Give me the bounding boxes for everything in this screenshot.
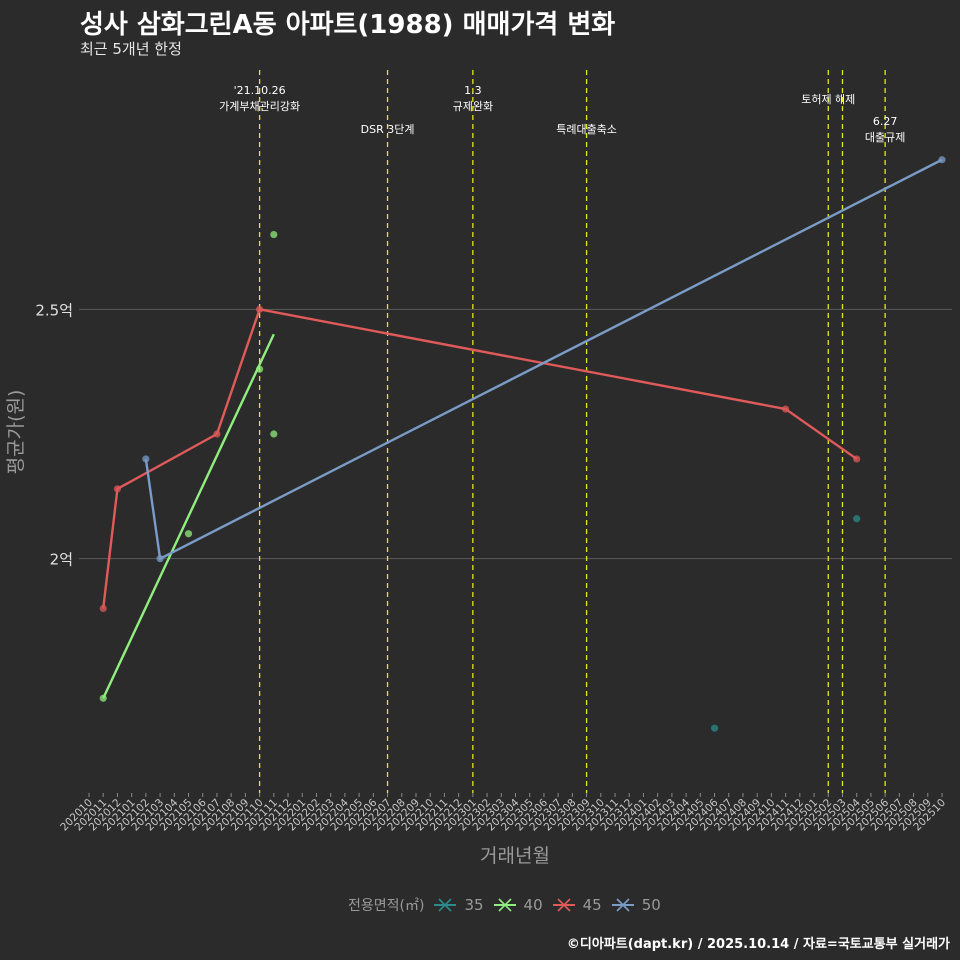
series-45-point bbox=[99, 604, 107, 613]
legend-item-35: 35 bbox=[434, 896, 484, 914]
legend-key-icon bbox=[611, 898, 634, 912]
series-40-point bbox=[99, 694, 107, 702]
chart-subtitle: 최근 5개년 한정 bbox=[80, 40, 182, 58]
event-label: '21.10.26 bbox=[234, 84, 286, 97]
event-label: 1.3 bbox=[464, 84, 482, 97]
event-label: 대출규제 bbox=[865, 131, 905, 144]
series-layer bbox=[99, 156, 946, 732]
legend-label: 45 bbox=[582, 896, 602, 914]
legend-label: 40 bbox=[523, 896, 543, 914]
legend-item-45: 45 bbox=[552, 896, 602, 914]
legend-label: 50 bbox=[641, 896, 661, 914]
legend-label: 35 bbox=[464, 896, 484, 914]
series-40-point bbox=[184, 530, 193, 538]
y-tick-label: 2억 bbox=[50, 551, 73, 569]
legend-key-icon bbox=[434, 898, 457, 912]
legend-key-icon bbox=[552, 898, 575, 912]
y-axis-title: 평균가(원) bbox=[5, 390, 27, 475]
legend-item-50: 50 bbox=[611, 896, 661, 914]
series-40-point bbox=[256, 365, 264, 373]
legend-title: 전용면적(㎡) bbox=[348, 898, 425, 914]
series-45-point bbox=[853, 455, 861, 463]
series-45-point bbox=[256, 305, 264, 313]
event-label: 가계부채관리강화 bbox=[219, 100, 300, 113]
legend-item-40: 40 bbox=[493, 896, 543, 914]
series-35-point bbox=[710, 724, 719, 732]
series-45-line bbox=[102, 308, 858, 609]
legend: 전용면적(㎡) 35 40 45 50 bbox=[348, 895, 671, 915]
series-50-point bbox=[156, 555, 164, 563]
event-label: 6.27 bbox=[873, 115, 898, 128]
series-45-point bbox=[113, 485, 122, 493]
series-45-point bbox=[213, 430, 221, 438]
series-35-point bbox=[853, 515, 861, 523]
axis-layer: 2억2.5억2020102020112020122021012021022021… bbox=[5, 301, 948, 867]
series-40-point bbox=[270, 430, 278, 438]
event-label: 규제완화 bbox=[453, 100, 493, 113]
event-label: 토허제 해제 bbox=[801, 92, 855, 106]
event-label: 특례대출축소 bbox=[556, 123, 617, 136]
legend-key-icon bbox=[493, 898, 516, 912]
chart-title: 성사 삼화그린A동 아파트(1988) 매매가격 변화 bbox=[80, 10, 616, 40]
y-tick-label: 2.5억 bbox=[35, 301, 73, 319]
series-50-point bbox=[938, 156, 946, 164]
x-axis-title: 거래년월 bbox=[480, 845, 550, 867]
series-40-line bbox=[102, 333, 275, 699]
series-50-point bbox=[142, 455, 150, 463]
legend-items: 35 40 45 50 bbox=[434, 896, 670, 914]
grid-layer bbox=[79, 308, 952, 560]
source-caption: ©디아파트(dapt.kr) / 2025.10.14 / 자료=국토교통부 실… bbox=[566, 937, 950, 952]
series-45-point bbox=[782, 405, 790, 413]
series-50-line bbox=[144, 158, 943, 560]
event-label: DSR 3단계 bbox=[361, 123, 415, 136]
series-40-point bbox=[270, 230, 278, 239]
